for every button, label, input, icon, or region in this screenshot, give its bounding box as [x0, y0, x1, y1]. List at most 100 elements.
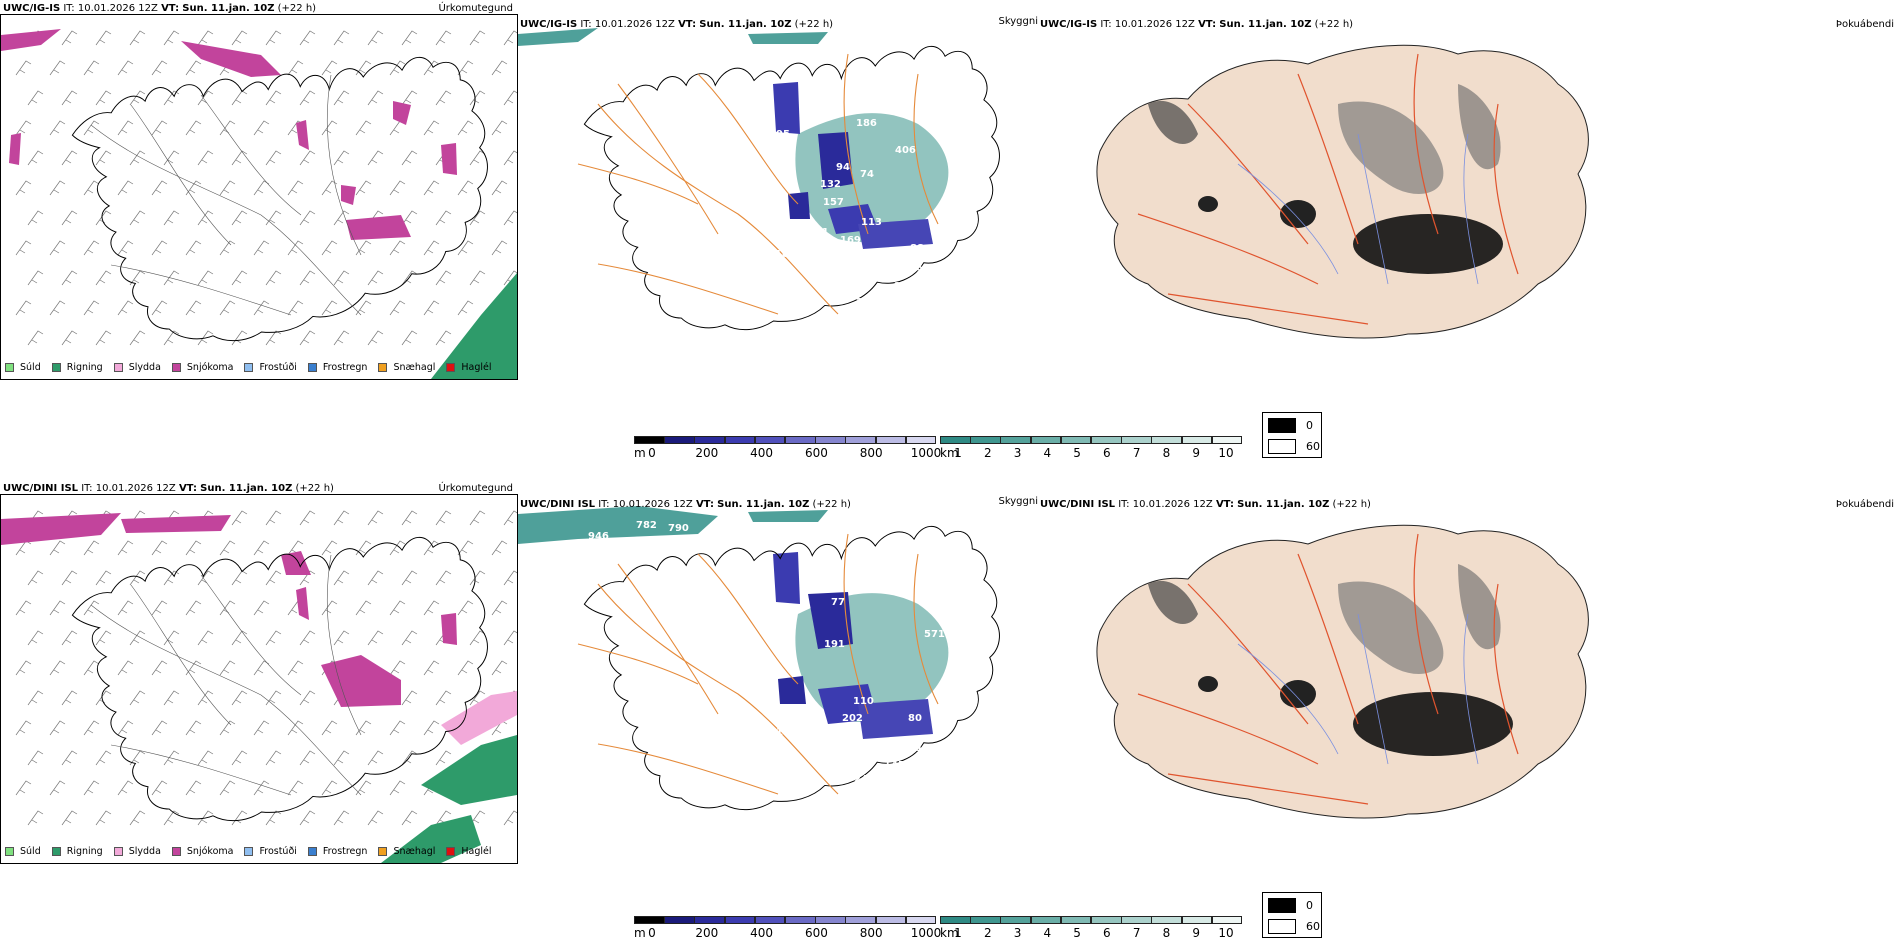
ceiling-label: 202 — [842, 713, 863, 724]
legend-swatch — [171, 363, 181, 372]
colorbar-tick-label: 6 — [1103, 926, 1111, 940]
ceiling-label: 208 — [884, 266, 905, 277]
legend-item: Haglél — [446, 362, 492, 373]
fog-key-light-swatch — [1268, 439, 1296, 454]
fog-title-2: UWC/DINI ISL IT: 10.01.2026 12Z VT: Sun.… — [1040, 499, 1371, 510]
ceiling-label: 105 — [850, 264, 871, 275]
ceiling-label: 157 — [823, 197, 844, 208]
colorbar-tick-label: 7 — [1132, 446, 1141, 460]
legend-item: Frostúði — [244, 846, 297, 857]
cloud-panel-title-1: Skyggni — [998, 16, 1038, 27]
colorbar-tick-label: 1000 — [910, 446, 942, 460]
cloud-title-2: UWC/DINI ISL IT: 10.01.2026 12Z VT: Sun.… — [520, 499, 851, 510]
ceiling-label: 145 — [884, 760, 905, 771]
fog-key-dark-label: 0 — [1306, 899, 1313, 912]
colorbar-unit: km — [940, 926, 959, 940]
legend-label: Snjókoma — [186, 362, 234, 373]
legend-item: Frostregn — [307, 362, 367, 373]
colorbar-segment — [1091, 916, 1122, 924]
colorbar-tick-label: 7 — [1132, 926, 1141, 940]
precip-panel-1: UWC/IG-IS IT: 10.01.2026 12Z VT: Sun. 11… — [0, 3, 518, 380]
legend-label: Súld — [20, 846, 41, 857]
colorbar-segment — [1121, 436, 1152, 444]
legend-item: Súld — [5, 362, 41, 373]
fog-panel-2: UWC/DINI ISL IT: 10.01.2026 12Z VT: Sun.… — [1038, 494, 1900, 864]
colorbar-segment — [905, 436, 937, 444]
cloud-title-1: UWC/IG-IS IT: 10.01.2026 12Z VT: Sun. 11… — [520, 19, 834, 30]
precip-panel-2: UWC/DINI ISL IT: 10.01.2026 12Z VT: Sun.… — [0, 483, 518, 864]
precip-legend-1: Súld Rigning Slydda Snjókoma Frostúði Frostre… — [5, 362, 503, 373]
ceiling-label: 116 — [862, 739, 883, 750]
fog-key-dark-swatch — [1268, 898, 1296, 913]
colorbar-tick-label: 800 — [859, 926, 883, 940]
colorbar-segment — [1030, 436, 1062, 444]
ceiling-label: 22 — [856, 297, 870, 308]
ceiling-label: 782 — [636, 520, 657, 531]
colorbar-tick-label: 4 — [1043, 446, 1052, 460]
fog-panel-title-1: Þokuábendi — [1835, 19, 1894, 30]
colorbar-tick-label: 10 — [1218, 926, 1234, 940]
colorbar-segment — [875, 436, 907, 444]
colorbar-segment — [970, 916, 1001, 924]
cloud-panel-title-2: Skyggni — [998, 496, 1038, 507]
ceiling-label: 790 — [668, 523, 689, 534]
legend-item: Slydda — [113, 846, 161, 857]
colorbar-segment — [694, 436, 726, 444]
legend-swatch — [5, 363, 14, 372]
colorbar-segment — [970, 436, 1001, 444]
legend-item: Frostúði — [244, 362, 297, 373]
legend-label: Frostregn — [322, 846, 368, 857]
ceiling-label: 871 — [808, 227, 829, 238]
colorbar-segment — [1060, 916, 1092, 924]
colorbar-tick-label: 1 — [954, 926, 962, 940]
colorbar-tick-label: 400 — [750, 446, 774, 460]
fog-key-1: 0 60 — [1262, 412, 1322, 458]
ceiling-label: 240 — [854, 774, 875, 785]
colorbar-tick-label: 6 — [1103, 446, 1111, 460]
ceiling-label: 88 — [910, 243, 924, 254]
colorbar-tick-label: 8 — [1162, 446, 1171, 460]
ceiling-label: 946 — [588, 531, 609, 542]
cloud-panel-1: UWC/IG-IS IT: 10.01.2026 12Z VT: Sun. 11… — [518, 14, 1038, 380]
colorbar-tick-label: 600 — [804, 446, 828, 460]
ceiling-label: 125 — [812, 266, 833, 277]
colorbar-tick-label: 1000 — [910, 926, 942, 940]
legend-swatch — [5, 847, 14, 856]
legend-swatch — [171, 847, 181, 856]
colorbar-tick-label: 4 — [1043, 926, 1052, 940]
colorbar-tick-label: 200 — [695, 926, 719, 940]
fog-key-dark-swatch — [1268, 418, 1296, 433]
legend-item: Snæhagl — [378, 846, 435, 857]
legend-swatch — [113, 363, 123, 372]
precip-title-1: UWC/IG-IS IT: 10.01.2026 12Z VT: Sun. 11… — [3, 3, 317, 14]
ceiling-label: 191 — [824, 639, 845, 650]
ceiling-label: 77 — [831, 597, 845, 608]
colorbar-segment — [664, 916, 695, 924]
legend-label: Haglél — [461, 362, 492, 373]
colorbar-unit: km — [940, 446, 959, 460]
cloud-panel-2: UWC/DINI ISL IT: 10.01.2026 12Z VT: Sun.… — [518, 494, 1038, 864]
colorbar-tick-label: 600 — [804, 926, 828, 940]
ceiling-label: 113 — [861, 217, 882, 228]
colorbar-tick-label: 3 — [1013, 446, 1022, 460]
cloud-map-1 — [518, 28, 1000, 331]
legend-label: Snæhagl — [393, 846, 436, 857]
colorbar-tick-label: 1 — [954, 446, 962, 460]
legend-label: Haglél — [461, 846, 492, 857]
legend-item: Haglél — [446, 846, 492, 857]
colorbar-segment — [1030, 916, 1062, 924]
ceiling-label: 80 — [908, 713, 922, 724]
colorbar-segment — [1121, 916, 1152, 924]
precip-map-1 — [1, 29, 517, 379]
colorbar-segment — [1211, 436, 1243, 444]
colorbar-segment — [1000, 436, 1032, 444]
ceiling-label: 406 — [895, 145, 916, 156]
colorbar-segment — [1000, 916, 1032, 924]
legend-label: Snæhagl — [393, 362, 436, 373]
ceiling-label: 110 — [853, 696, 874, 707]
colorbar-segment — [754, 436, 786, 444]
colorbar-segment — [815, 436, 846, 444]
ceiling-label: 169 — [840, 235, 861, 246]
colorbar-tick-label: 5 — [1073, 446, 1081, 460]
precip-title-2: UWC/DINI ISL IT: 10.01.2026 12Z VT: Sun.… — [3, 483, 334, 494]
